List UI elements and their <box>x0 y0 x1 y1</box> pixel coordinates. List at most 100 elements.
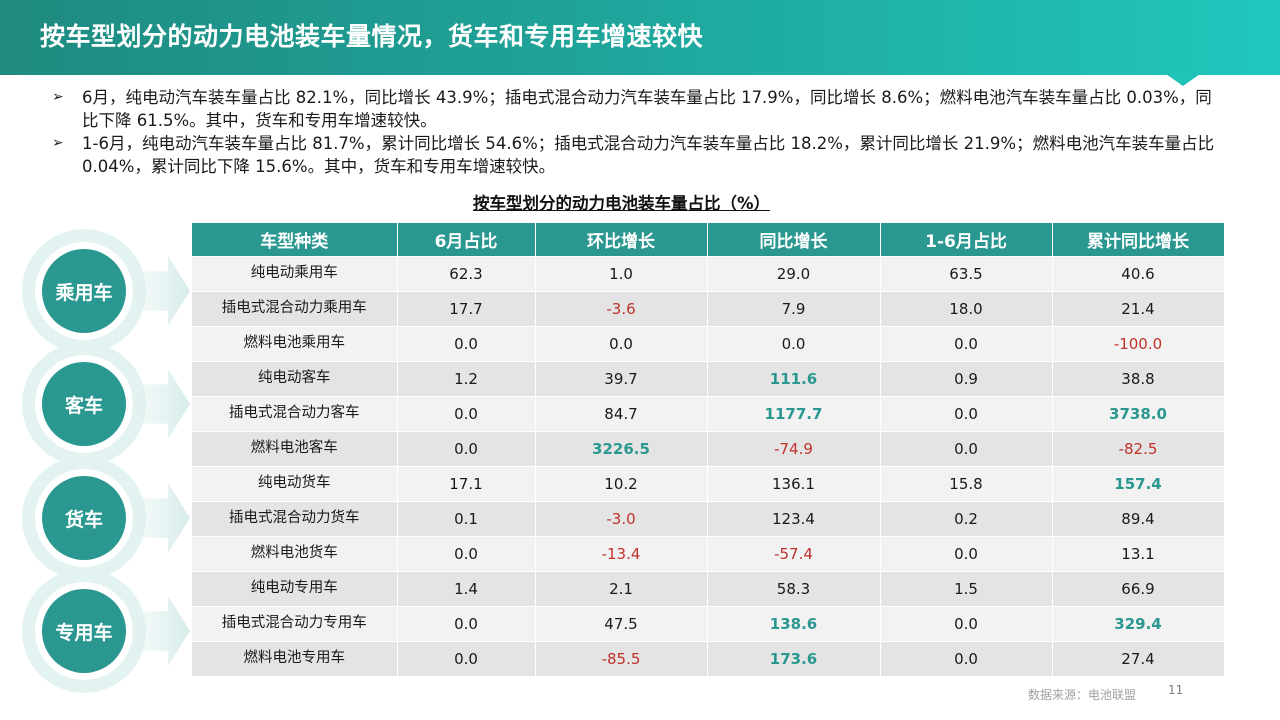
category-circle-special: 专用车 <box>42 589 126 673</box>
value-cell: 0.0 <box>397 326 536 362</box>
value-cell: 27.4 <box>1052 641 1225 676</box>
value-cell: 0.1 <box>397 501 536 537</box>
vehicle-type-cell: 插电式混合动力客车 <box>192 396 398 432</box>
table-row: 纯电动客车 1.2 39.7 111.6 0.9 38.8 <box>192 361 1225 397</box>
arrow-bullet-icon: ➢ <box>52 89 64 105</box>
value-cell: 1.2 <box>397 361 536 397</box>
data-source: 数据来源：电池联盟 <box>1028 688 1137 702</box>
value-cell: 2.1 <box>535 571 708 607</box>
value-cell: 10.2 <box>535 466 708 502</box>
value-cell: 138.6 <box>707 606 881 642</box>
value-cell: 0.2 <box>880 501 1053 537</box>
value-cell: -57.4 <box>707 536 881 572</box>
bullet-list: ➢ 6月，纯电动汽车装车量占比 82.1%，同比增长 43.9%；插电式混合动力… <box>52 86 1222 178</box>
value-cell: 13.1 <box>1052 536 1225 572</box>
value-cell: -74.9 <box>707 431 881 467</box>
column-header: 6月占比 <box>397 223 536 257</box>
value-cell: 47.5 <box>535 606 708 642</box>
value-cell: 111.6 <box>707 361 881 397</box>
page-title: 按车型划分的动力电池装车量情况，货车和专用车增速较快 <box>40 22 704 51</box>
vehicle-type-cell: 纯电动乘用车 <box>192 256 398 292</box>
value-cell: 0.0 <box>880 606 1053 642</box>
table-row: 插电式混合动力货车 0.1 -3.0 123.4 0.2 89.4 <box>192 501 1225 537</box>
value-cell: 0.0 <box>707 326 881 362</box>
value-cell: 17.1 <box>397 466 536 502</box>
column-header: 环比增长 <box>535 223 708 257</box>
value-cell: -3.0 <box>535 501 708 537</box>
vehicle-type-cell: 燃料电池专用车 <box>192 641 398 676</box>
value-cell: 0.0 <box>397 606 536 642</box>
category-circle-passenger: 乘用车 <box>42 249 126 333</box>
column-header: 1-6月占比 <box>880 223 1053 257</box>
arrow-bullet-icon: ➢ <box>52 135 64 151</box>
value-cell: 38.8 <box>1052 361 1225 397</box>
vehicle-type-cell: 纯电动客车 <box>192 361 398 397</box>
value-cell: 84.7 <box>535 396 708 432</box>
table-row: 燃料电池乘用车 0.0 0.0 0.0 0.0 -100.0 <box>192 326 1225 362</box>
value-cell: 0.0 <box>397 641 536 676</box>
value-cell: 15.8 <box>880 466 1053 502</box>
header-notch <box>1166 74 1200 86</box>
value-cell: 58.3 <box>707 571 881 607</box>
battery-share-table: 车型种类 6月占比 环比增长 同比增长 1-6月占比 累计同比增长 纯电动乘用车… <box>192 223 1225 676</box>
bullet-item: ➢ 1-6月，纯电动汽车装车量占比 81.7%，累计同比增长 54.6%；插电式… <box>52 132 1222 178</box>
value-cell: 1.4 <box>397 571 536 607</box>
value-cell: 0.0 <box>880 536 1053 572</box>
table-row: 纯电动专用车 1.4 2.1 58.3 1.5 66.9 <box>192 571 1225 607</box>
value-cell: 18.0 <box>880 291 1053 327</box>
column-header: 累计同比增长 <box>1052 223 1225 257</box>
value-cell: -100.0 <box>1052 326 1225 362</box>
value-cell: -3.6 <box>535 291 708 327</box>
value-cell: 21.4 <box>1052 291 1225 327</box>
value-cell: 63.5 <box>880 256 1053 292</box>
table-row: 插电式混合动力客车 0.0 84.7 1177.7 0.0 3738.0 <box>192 396 1225 432</box>
value-cell: 0.0 <box>397 431 536 467</box>
value-cell: 0.0 <box>880 396 1053 432</box>
table-row: 插电式混合动力乘用车 17.7 -3.6 7.9 18.0 21.4 <box>192 291 1225 327</box>
value-cell: 3226.5 <box>535 431 708 467</box>
value-cell: 66.9 <box>1052 571 1225 607</box>
vehicle-type-cell: 燃料电池乘用车 <box>192 326 398 362</box>
value-cell: 173.6 <box>707 641 881 676</box>
value-cell: 0.9 <box>880 361 1053 397</box>
title-bar: 按车型划分的动力电池装车量情况，货车和专用车增速较快 <box>0 0 1280 75</box>
value-cell: -82.5 <box>1052 431 1225 467</box>
table-row: 插电式混合动力专用车 0.0 47.5 138.6 0.0 329.4 <box>192 606 1225 642</box>
table-row: 纯电动乘用车 62.3 1.0 29.0 63.5 40.6 <box>192 256 1225 292</box>
value-cell: 157.4 <box>1052 466 1225 502</box>
value-cell: 1.0 <box>535 256 708 292</box>
table-header-row: 车型种类 6月占比 环比增长 同比增长 1-6月占比 累计同比增长 <box>192 223 1225 257</box>
value-cell: -85.5 <box>535 641 708 676</box>
value-cell: 1177.7 <box>707 396 881 432</box>
value-cell: 17.7 <box>397 291 536 327</box>
value-cell: 62.3 <box>397 256 536 292</box>
vehicle-type-cell: 燃料电池货车 <box>192 536 398 572</box>
value-cell: 123.4 <box>707 501 881 537</box>
table-row: 燃料电池专用车 0.0 -85.5 173.6 0.0 27.4 <box>192 641 1225 676</box>
value-cell: 29.0 <box>707 256 881 292</box>
bullet-text: 6月，纯电动汽车装车量占比 82.1%，同比增长 43.9%；插电式混合动力汽车… <box>82 88 1212 130</box>
bullet-item: ➢ 6月，纯电动汽车装车量占比 82.1%，同比增长 43.9%；插电式混合动力… <box>52 86 1222 132</box>
value-cell: 0.0 <box>397 536 536 572</box>
bullet-text: 1-6月，纯电动汽车装车量占比 81.7%，累计同比增长 54.6%；插电式混合… <box>82 134 1215 176</box>
value-cell: -13.4 <box>535 536 708 572</box>
value-cell: 329.4 <box>1052 606 1225 642</box>
vehicle-type-cell: 插电式混合动力货车 <box>192 501 398 537</box>
vehicle-type-cell: 纯电动专用车 <box>192 571 398 607</box>
table-row: 燃料电池客车 0.0 3226.5 -74.9 0.0 -82.5 <box>192 431 1225 467</box>
value-cell: 0.0 <box>535 326 708 362</box>
category-circle-truck: 货车 <box>42 476 126 560</box>
table-title: 按车型划分的动力电池装车量占比（%） <box>473 194 771 213</box>
vehicle-type-cell: 燃料电池客车 <box>192 431 398 467</box>
value-cell: 0.0 <box>880 641 1053 676</box>
vehicle-type-cell: 插电式混合动力乘用车 <box>192 291 398 327</box>
value-cell: 7.9 <box>707 291 881 327</box>
vehicle-type-cell: 纯电动货车 <box>192 466 398 502</box>
value-cell: 39.7 <box>535 361 708 397</box>
table-row: 燃料电池货车 0.0 -13.4 -57.4 0.0 13.1 <box>192 536 1225 572</box>
value-cell: 0.0 <box>397 396 536 432</box>
value-cell: 3738.0 <box>1052 396 1225 432</box>
value-cell: 136.1 <box>707 466 881 502</box>
value-cell: 0.0 <box>880 326 1053 362</box>
value-cell: 0.0 <box>880 431 1053 467</box>
